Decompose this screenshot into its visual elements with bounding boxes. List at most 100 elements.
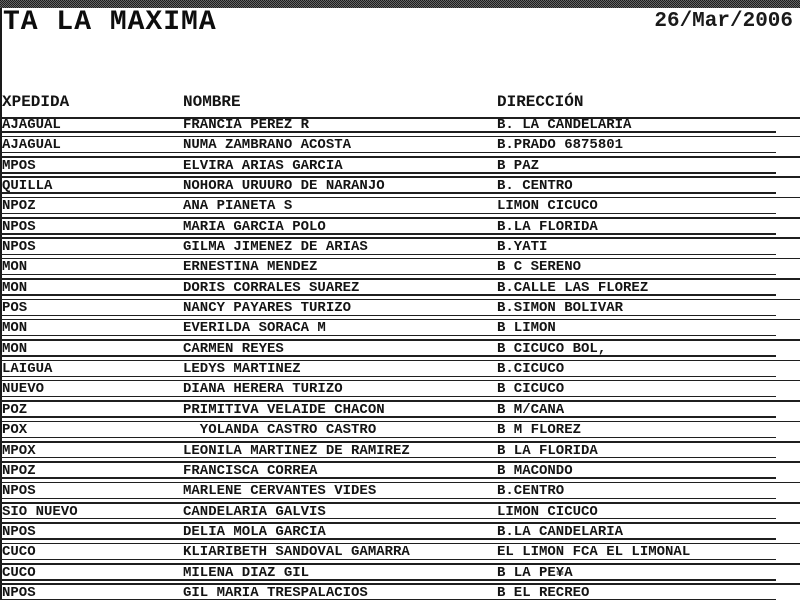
cell-nombre: DORIS CORRALES SUAREZ bbox=[183, 279, 360, 296]
cell-direccion: B.CALLE LAS FLOREZ bbox=[497, 279, 649, 296]
table-row: NUEVO DIANA HERERA TURIZO B CICUCO bbox=[0, 381, 800, 403]
cell-expedida: SIO NUEVO bbox=[2, 503, 78, 520]
cell-nombre: ANA PIANETA S bbox=[183, 198, 293, 215]
table-row: NPOS DELIA MOLA GARCIA B.LA CANDELARIA bbox=[0, 523, 800, 545]
cell-expedida: MPOX bbox=[2, 442, 36, 459]
column-header-direccion: DIRECCIÓN bbox=[497, 93, 584, 111]
cell-expedida: QUILLA bbox=[2, 178, 53, 195]
cell-expedida: LAIGUA bbox=[2, 361, 53, 378]
cell-expedida: MPOS bbox=[2, 157, 36, 174]
table-row: POX YOLANDA CASTRO CASTRO B M FLOREZ bbox=[0, 422, 800, 443]
table-row: LAIGUA LEDYS MARTINEZ B.CICUCO bbox=[0, 361, 800, 382]
table-row: CUCO KLIARIBETH SANDOVAL GAMARRA EL LIMO… bbox=[0, 544, 800, 565]
cell-direccion: B.CENTRO bbox=[497, 483, 565, 500]
cell-direccion: B.CICUCO bbox=[497, 361, 565, 378]
cell-nombre: CANDELARIA GALVIS bbox=[183, 503, 326, 520]
cell-expedida: NPOS bbox=[2, 218, 36, 235]
cell-expedida: MON bbox=[2, 259, 28, 276]
cell-expedida: NPOS bbox=[2, 239, 36, 256]
report-date: 26/Mar/2006 bbox=[654, 10, 793, 33]
cell-nombre: CARMEN REYES bbox=[183, 340, 284, 357]
table-row: MPOX LEONILA MARTINEZ DE RAMIREZ B LA FL… bbox=[0, 442, 800, 464]
cell-nombre: NUMA ZAMBRANO ACOSTA bbox=[183, 137, 352, 154]
cell-expedida: MON bbox=[2, 340, 28, 357]
cell-nombre: GILMA JIMENEZ DE ARIAS bbox=[183, 239, 368, 256]
cell-expedida: NUEVO bbox=[2, 381, 45, 398]
report-title: TA LA MAXIMA bbox=[3, 7, 217, 38]
table-row: POS NANCY PAYARES TURIZO B.SIMON BOLIVAR bbox=[0, 300, 800, 321]
cell-expedida: POS bbox=[2, 300, 28, 317]
cell-direccion: B M FLOREZ bbox=[497, 422, 582, 439]
cell-expedida: POZ bbox=[2, 401, 28, 418]
cell-nombre: YOLANDA CASTRO CASTRO bbox=[183, 422, 377, 439]
cell-nombre: MARIA GARCIA POLO bbox=[183, 218, 326, 235]
cell-nombre: GIL MARIA TRESPALACIOS bbox=[183, 584, 368, 600]
cell-expedida: NPOS bbox=[2, 523, 36, 540]
table-row: NPOS MARIA GARCIA POLO B.LA FLORIDA bbox=[0, 218, 800, 240]
cell-direccion: B C SERENO bbox=[497, 259, 582, 276]
cell-nombre: LEONILA MARTINEZ DE RAMIREZ bbox=[183, 442, 410, 459]
table-body: AJAGUAL FRANCIA PEREZ R B. LA CANDELARIA… bbox=[0, 117, 800, 600]
cell-expedida: NPOZ bbox=[2, 462, 36, 479]
table-row: NPOS GILMA JIMENEZ DE ARIAS B.YATI bbox=[0, 239, 800, 260]
table-row: MON DORIS CORRALES SUAREZ B.CALLE LAS FL… bbox=[0, 279, 800, 301]
cell-expedida: NPOZ bbox=[2, 198, 36, 215]
table-row: NPOS GIL MARIA TRESPALACIOS B EL RECREO bbox=[0, 585, 800, 600]
cell-expedida: NPOS bbox=[2, 483, 36, 500]
cell-nombre: DIANA HERERA TURIZO bbox=[183, 381, 343, 398]
cell-direccion: B LA FLORIDA bbox=[497, 442, 598, 459]
cell-direccion: LIMON CICUCO bbox=[497, 198, 598, 215]
table-row: MON EVERILDA SORACA M B LIMON bbox=[0, 320, 800, 342]
cell-direccion: B EL RECREO bbox=[497, 584, 590, 600]
cell-direccion: B.YATI bbox=[497, 239, 548, 256]
cell-direccion: B. LA CANDELARIA bbox=[497, 117, 632, 133]
cell-nombre: DELIA MOLA GARCIA bbox=[183, 523, 326, 540]
cell-nombre: LEDYS MARTINEZ bbox=[183, 361, 301, 378]
cell-nombre: MARLENE CERVANTES VIDES bbox=[183, 483, 377, 500]
cell-expedida: AJAGUAL bbox=[2, 137, 61, 154]
cell-expedida: NPOS bbox=[2, 584, 36, 600]
table-header-row: XPEDIDA NOMBRE DIRECCIÓN bbox=[0, 92, 800, 119]
cell-direccion: B LIMON bbox=[497, 320, 556, 337]
cell-direccion: B MACONDO bbox=[497, 462, 573, 479]
table-row: QUILLA NOHORA URUURO DE NARANJO B. CENTR… bbox=[0, 178, 800, 199]
cell-direccion: LIMON CICUCO bbox=[497, 503, 598, 520]
cell-nombre: PRIMITIVA VELAIDE CHACON bbox=[183, 401, 385, 418]
table-row: AJAGUAL FRANCIA PEREZ R B. LA CANDELARIA bbox=[0, 117, 800, 138]
cell-direccion: B. CENTRO bbox=[497, 178, 573, 195]
cell-nombre: ERNESTINA MENDEZ bbox=[183, 259, 318, 276]
cell-nombre: FRANCIA PEREZ R bbox=[183, 117, 310, 133]
table-row: POZ PRIMITIVA VELAIDE CHACON B M/CANA bbox=[0, 401, 800, 423]
cell-expedida: AJAGUAL bbox=[2, 117, 61, 133]
table-row: MPOS ELVIRA ARIAS GARCIA B PAZ bbox=[0, 157, 800, 179]
table-row: NPOZ ANA PIANETA S LIMON CICUCO bbox=[0, 198, 800, 220]
cell-direccion: B M/CANA bbox=[497, 401, 565, 418]
cell-direccion: EL LIMON FCA EL LIMONAL bbox=[497, 544, 691, 561]
window-left-border bbox=[0, 8, 2, 600]
table-row: SIO NUEVO CANDELARIA GALVIS LIMON CICUCO bbox=[0, 503, 800, 525]
cell-nombre: KLIARIBETH SANDOVAL GAMARRA bbox=[183, 544, 410, 561]
cell-expedida: POX bbox=[2, 422, 28, 439]
table-row: NPOZ FRANCISCA CORREA B MACONDO bbox=[0, 462, 800, 484]
table-row: MON ERNESTINA MENDEZ B C SERENO bbox=[0, 259, 800, 281]
cell-nombre: NANCY PAYARES TURIZO bbox=[183, 300, 352, 317]
column-header-nombre: NOMBRE bbox=[183, 93, 241, 111]
cell-direccion: B CICUCO bbox=[497, 381, 565, 398]
cell-nombre: MILENA DIAZ GIL bbox=[183, 564, 310, 581]
cell-nombre: ELVIRA ARIAS GARCIA bbox=[183, 157, 343, 174]
cell-nombre: EVERILDA SORACA M bbox=[183, 320, 326, 337]
table-row: AJAGUAL NUMA ZAMBRANO ACOSTA B.PRADO 687… bbox=[0, 137, 800, 159]
cell-direccion: B.PRADO 6875801 bbox=[497, 137, 624, 154]
cell-direccion: B PAZ bbox=[497, 157, 540, 174]
window-titlebar-texture bbox=[0, 0, 800, 8]
table-row: NPOS MARLENE CERVANTES VIDES B.CENTRO bbox=[0, 483, 800, 504]
cell-expedida: CUCO bbox=[2, 564, 36, 581]
cell-nombre: NOHORA URUURO DE NARANJO bbox=[183, 178, 385, 195]
table-row: CUCO MILENA DIAZ GIL B LA PE¥A bbox=[0, 564, 800, 586]
cell-nombre: FRANCISCA CORREA bbox=[183, 462, 318, 479]
cell-expedida: CUCO bbox=[2, 544, 36, 561]
cell-direccion: B.LA FLORIDA bbox=[497, 218, 598, 235]
cell-direccion: B.SIMON BOLIVAR bbox=[497, 300, 624, 317]
cell-expedida: MON bbox=[2, 320, 28, 337]
table-row: MON CARMEN REYES B CICUCO BOL, bbox=[0, 340, 800, 362]
